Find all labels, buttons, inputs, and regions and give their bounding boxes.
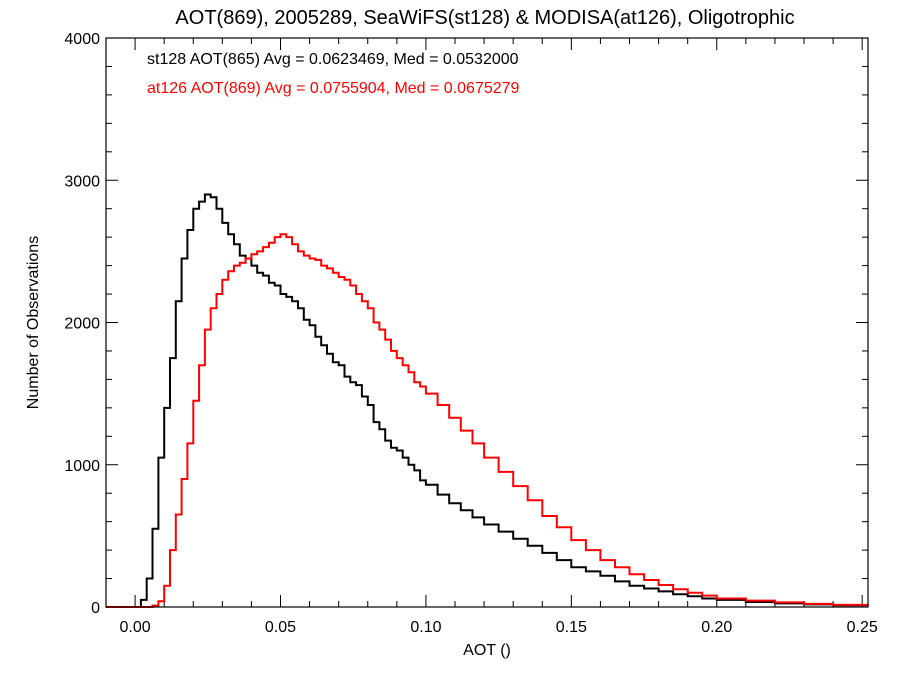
y-axis-label: Number of Observations bbox=[25, 236, 42, 409]
series-line-st128 bbox=[106, 193, 869, 608]
x-axis-label: AOT () bbox=[463, 642, 511, 659]
legend-annotation-st128: st128 AOT(865) Avg = 0.0623469, Med = 0.… bbox=[147, 51, 519, 68]
y-tick-label: 2000 bbox=[64, 316, 100, 333]
x-tick-label: 0.15 bbox=[556, 619, 587, 636]
y-axis-ticks: 0 1000 2000 3000 4000 bbox=[64, 31, 868, 617]
x-tick-label: 0.25 bbox=[847, 619, 878, 636]
x-tick-label: 0.10 bbox=[410, 619, 441, 636]
legend-annotation-at126: at126 AOT(869) Avg = 0.0755904, Med = 0.… bbox=[147, 80, 520, 97]
x-axis-ticks: 0.00 0.05 0.10 0.15 0.20 0.25 bbox=[105, 38, 878, 636]
series-layer bbox=[106, 193, 869, 608]
y-tick-label: 3000 bbox=[64, 173, 100, 190]
plot-frame bbox=[105, 37, 869, 608]
y-tick-label: 1000 bbox=[64, 458, 100, 475]
x-tick-label: 0.20 bbox=[701, 619, 732, 636]
y-tick-label: 0 bbox=[91, 600, 100, 617]
y-tick-label: 4000 bbox=[64, 31, 100, 48]
x-tick-label: 0.05 bbox=[265, 619, 296, 636]
series-line-at126 bbox=[106, 233, 869, 608]
x-tick-label: 0.00 bbox=[120, 619, 151, 636]
chart-title: AOT(869), 2005289, SeaWiFS(st128) & MODI… bbox=[175, 7, 794, 29]
